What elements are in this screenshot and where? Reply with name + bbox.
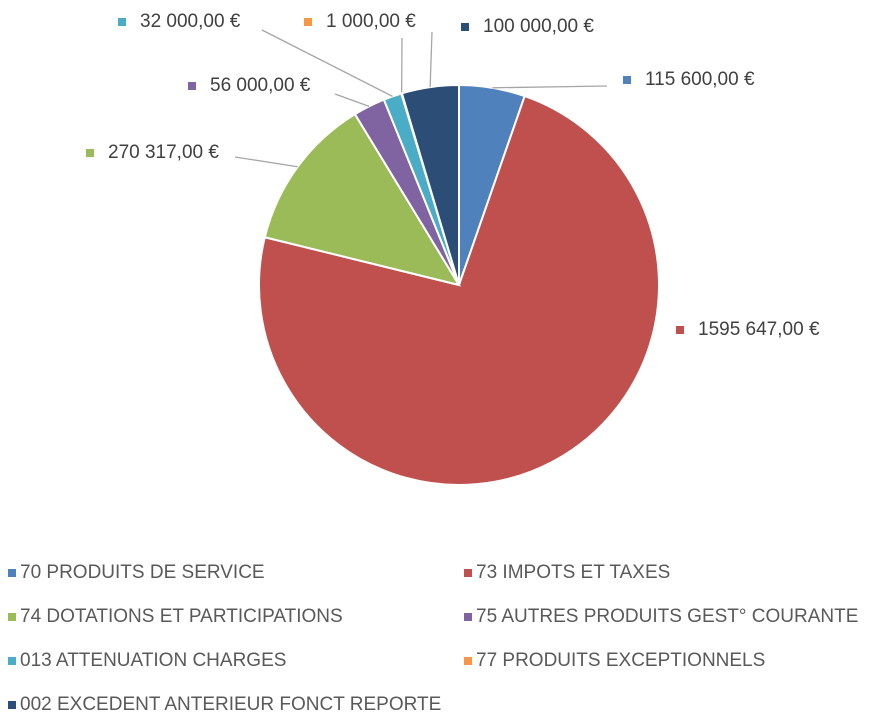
leader-line bbox=[429, 31, 433, 88]
data-label: 32 000,00 € bbox=[140, 11, 241, 32]
legend-marker bbox=[8, 613, 16, 621]
legend-marker bbox=[464, 613, 472, 621]
legend-marker bbox=[8, 701, 16, 709]
leader-line bbox=[261, 29, 393, 97]
legend-marker bbox=[464, 657, 472, 665]
pie-slice bbox=[400, 83, 460, 286]
legend-label: 77 PRODUITS EXCEPTIONNELS bbox=[476, 650, 765, 671]
label-marker bbox=[188, 82, 196, 90]
legend-label: 73 IMPOTS ET TAXES bbox=[476, 562, 670, 583]
data-label: 100 000,00 € bbox=[483, 16, 594, 37]
label-marker bbox=[461, 23, 469, 31]
legend-label: 013 ATTENUATION CHARGES bbox=[20, 650, 286, 671]
legend-label: 75 AUTRES PRODUITS GEST° COURANTE bbox=[476, 606, 858, 627]
pie-slice bbox=[258, 94, 660, 486]
legend-marker bbox=[464, 569, 472, 577]
data-label: 270 317,00 € bbox=[108, 142, 219, 163]
leader-line bbox=[234, 156, 298, 168]
pie-slice bbox=[263, 112, 462, 287]
data-label: 1 000,00 € bbox=[326, 11, 416, 32]
label-marker bbox=[304, 18, 312, 26]
leader-line bbox=[492, 85, 608, 89]
legend-label: 74 DOTATIONS ET PARTICIPATIONS bbox=[20, 606, 343, 627]
leader-line bbox=[334, 93, 370, 107]
label-marker bbox=[623, 76, 631, 84]
legend-marker bbox=[8, 657, 16, 665]
data-label: 1595 647,00 € bbox=[698, 319, 820, 340]
legend-label: 002 EXCEDENT ANTERIEUR FONCT REPORTE bbox=[20, 694, 441, 715]
data-label: 115 600,00 € bbox=[645, 69, 755, 90]
legend-label: 70 PRODUITS DE SERVICE bbox=[20, 562, 265, 583]
legend-marker bbox=[8, 569, 16, 577]
label-marker bbox=[118, 18, 126, 26]
label-marker bbox=[676, 326, 684, 334]
data-label: 56 000,00 € bbox=[210, 75, 311, 96]
label-marker bbox=[86, 149, 94, 157]
